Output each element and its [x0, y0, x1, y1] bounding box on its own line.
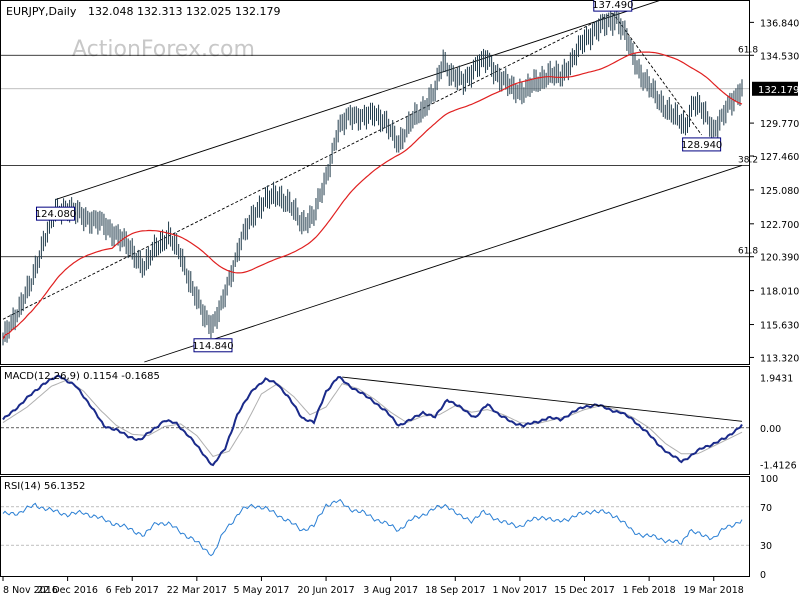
- rsi-panel: [0, 476, 750, 577]
- annotation-label: 128.940: [681, 140, 722, 151]
- time-tick-label: 6 Feb 2017: [106, 585, 159, 596]
- fibonacci-level-label: 61.8: [738, 45, 758, 55]
- price-tick-label: 120.390: [760, 253, 799, 264]
- annotation-label: 124.080: [35, 209, 76, 220]
- price-annotations: 124.080 114.840 137.490 128.940: [35, 0, 722, 353]
- price-tick-label: 136.840: [760, 18, 799, 29]
- macd-panel: [0, 366, 750, 475]
- ohlc-readout: 132.048 132.313 132.025 132.179: [88, 5, 280, 18]
- time-tick-label: 1 Nov 2017: [492, 585, 547, 596]
- time-tick-label: 22 Mar 2017: [167, 585, 227, 596]
- price-tick-label: 125.080: [760, 186, 799, 197]
- watermark-text: ActionForex.com: [72, 37, 255, 62]
- horizontal-levels: 61.8 38.2 61.8: [1, 45, 758, 258]
- time-tick-label: 22 Dec 2016: [37, 585, 98, 596]
- macd-main-line: [2, 374, 743, 467]
- annotation-box: [35, 206, 75, 221]
- macd-tick-label: 1.9431: [760, 373, 793, 384]
- rsi-tick-label: 30: [760, 541, 772, 552]
- macd-indicator: 1.9431 0.00 -1.4126: [1, 373, 797, 472]
- price-panel: [0, 0, 750, 365]
- annotation-label: 114.840: [192, 341, 233, 352]
- macd-tick-label: -1.4126: [760, 461, 797, 472]
- annotation-box: [682, 137, 722, 152]
- trendline-dashed-support: [2, 12, 613, 320]
- trendlines: [2, 0, 743, 363]
- price-tick-label: 127.460: [760, 152, 799, 163]
- time-tick-label: 18 Sep 2017: [425, 585, 485, 596]
- trendline-channel-lower: [144, 164, 743, 363]
- sma-line: [2, 51, 743, 340]
- price-tick-label: 134.530: [760, 51, 799, 62]
- rsi-label: RSI(14) 56.1352: [4, 481, 85, 492]
- chart-title: EURJPY,Daily: [6, 5, 77, 18]
- time-tick-label: 20 Jun 2017: [297, 585, 354, 596]
- price-tick-label: 115.630: [760, 321, 799, 332]
- trendline-channel-upper: [55, 0, 663, 201]
- rsi-indicator: 100 70 30 0: [1, 474, 778, 581]
- price-tick-label: 129.770: [760, 119, 799, 130]
- macd-tick-label: 0.00: [760, 424, 781, 435]
- trendline-dashed-drop: [612, 12, 702, 136]
- time-tick-label: 8 Nov 2016: [3, 585, 58, 596]
- moving-average: [2, 51, 743, 340]
- time-tick-label: 1 Feb 2018: [623, 585, 676, 596]
- time-tick-label: 3 Aug 2017: [363, 585, 418, 596]
- annotation-box: [593, 0, 633, 12]
- time-tick-label: 5 May 2017: [233, 585, 289, 596]
- price-axis: 136.840 134.530 132.179 129.770 127.460 125.0…: [750, 18, 799, 364]
- rsi-tick-label: 0: [760, 570, 766, 581]
- time-tick-label: 19 Mar 2018: [684, 585, 744, 596]
- macd-label: MACD(12,26,9) 0.1154 -0.1685: [4, 371, 160, 382]
- macd-signal-line: [2, 379, 743, 457]
- fibonacci-level-label: 38.2: [738, 155, 758, 165]
- macd-trendline: [342, 376, 743, 422]
- price-tick-label: 118.010: [760, 287, 799, 298]
- fibonacci-level-label: 61.8: [738, 247, 758, 257]
- annotation-label: 137.490: [592, 0, 633, 11]
- rsi-line: [2, 498, 743, 557]
- price-tick-label: 122.700: [760, 220, 799, 231]
- current-price-tag: [752, 81, 798, 96]
- rsi-tick-label: 70: [760, 503, 772, 514]
- annotation-box: [193, 338, 233, 353]
- rsi-tick-label: 100: [760, 474, 778, 485]
- time-tick-label: 15 Dec 2017: [554, 585, 615, 596]
- price-tick-label: 113.320: [760, 353, 799, 364]
- current-price-label: 132.179: [758, 85, 799, 96]
